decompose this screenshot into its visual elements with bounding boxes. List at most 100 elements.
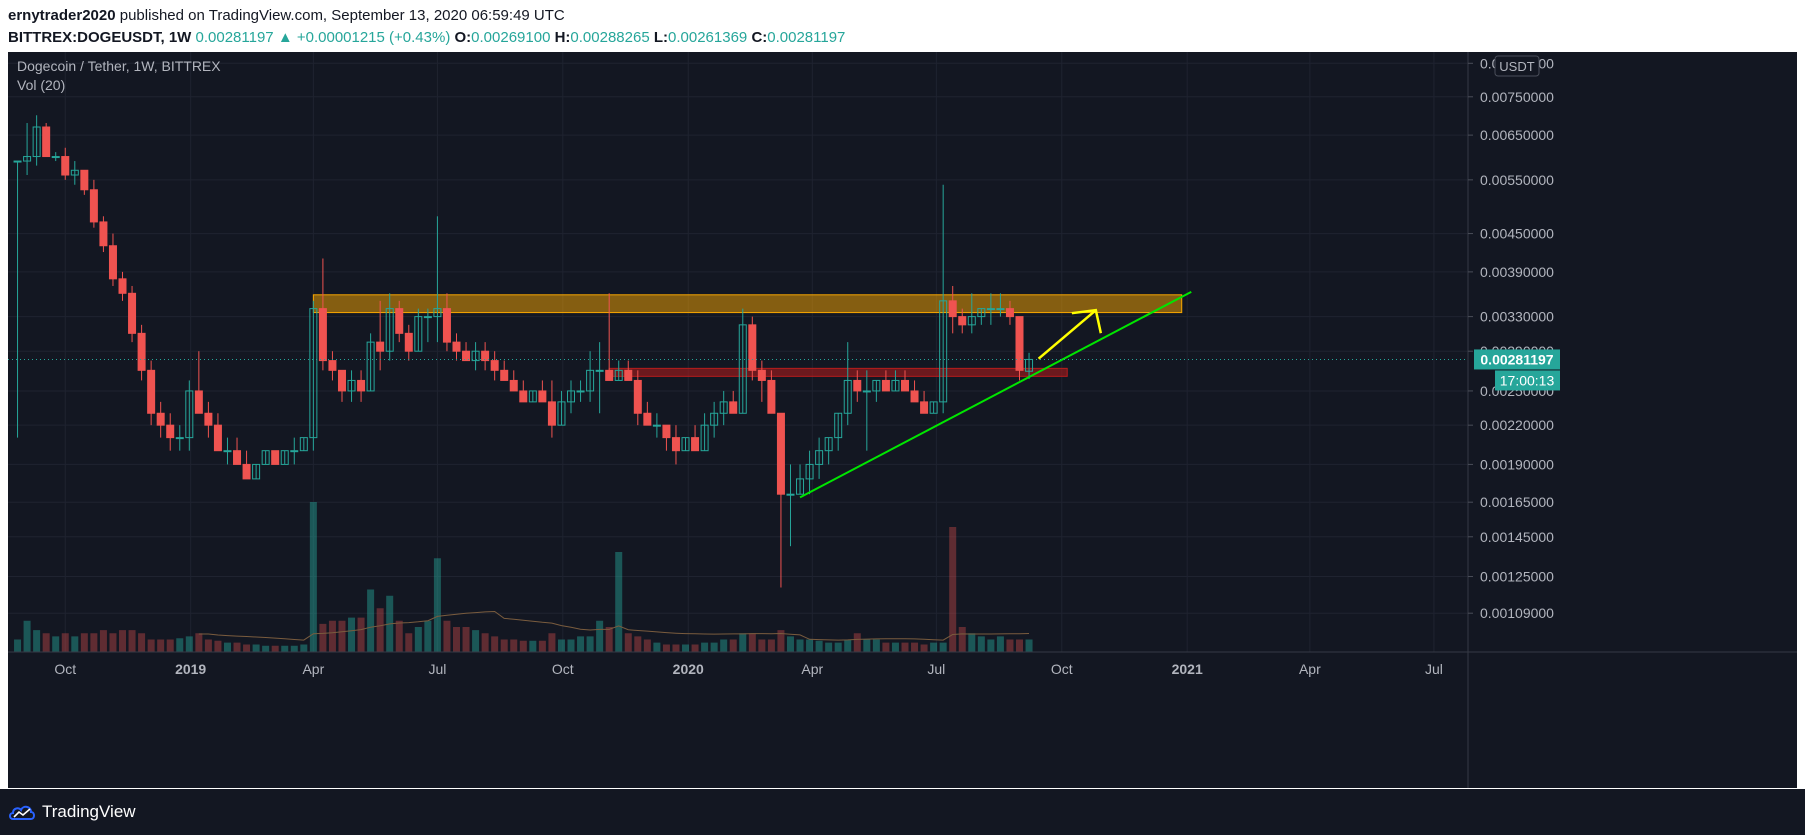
candle-body [137, 332, 146, 371]
volume-bar [777, 630, 785, 652]
volume-bar [920, 644, 928, 652]
price-tick-label: 0.00390000 [1480, 264, 1554, 280]
candle-body [586, 369, 595, 392]
currency-badge[interactable]: USDT [1494, 55, 1540, 77]
publication-header: ernytrader2020 published on TradingView.… [0, 0, 1805, 52]
time-tick-label: Jul [1425, 661, 1443, 677]
price-tick-label: 0.00550000 [1480, 172, 1554, 188]
low-value: 0.00261369 [668, 29, 748, 46]
candle-body [776, 412, 785, 495]
candle-body [738, 324, 747, 414]
time-axis[interactable]: Oct 2019 Apr Jul Oct 2020 Apr Jul Oct 2021 Apr Jul [54, 661, 1443, 677]
candle-body [595, 369, 604, 372]
volume-bar [806, 639, 814, 652]
candle-body [261, 450, 270, 465]
volume-bar [1016, 639, 1024, 652]
tradingview-brand: TradingView [42, 802, 136, 821]
time-tick-label: Oct [1051, 661, 1073, 677]
volume-bar [634, 636, 642, 652]
candle-body [528, 390, 537, 403]
volume-bar [52, 636, 60, 652]
candle-body [42, 126, 51, 158]
candle-body [99, 221, 108, 247]
volume-bar [99, 630, 107, 652]
candle-body [710, 412, 719, 426]
price-axis[interactable]: 0.008500000.007500000.006500000.00550000… [1468, 55, 1554, 621]
volume-bar [815, 640, 823, 652]
volume-bar [710, 642, 718, 652]
candle-body [213, 424, 222, 452]
candle-body [815, 450, 824, 465]
candle-body [223, 450, 232, 453]
low-label: L: [653, 29, 669, 46]
candle-body [404, 332, 413, 352]
candle-body [433, 308, 442, 318]
volume-bar [930, 642, 938, 652]
candle-body [748, 324, 757, 371]
volume-bar [586, 636, 594, 652]
candle-body [108, 245, 117, 280]
arrow-head [1071, 308, 1103, 334]
candle-body [204, 412, 213, 426]
volume-bar [653, 642, 661, 652]
candle-body [452, 341, 461, 352]
candle-body [624, 369, 633, 381]
candle-body [290, 450, 299, 453]
published-info: published on TradingView.com, September … [115, 7, 565, 24]
volume-bar [290, 645, 298, 652]
tradingview-logo[interactable]: TradingView [8, 801, 136, 823]
candle-body [996, 308, 1005, 311]
volume-bar [577, 636, 585, 652]
support-zone [608, 367, 1068, 377]
volume-bar [939, 642, 947, 652]
volume-bar [1006, 639, 1014, 652]
volume-bar [233, 642, 241, 652]
candle-body [242, 463, 251, 480]
open-label: O: [454, 29, 472, 46]
candle-body [156, 412, 165, 426]
time-tick-label: Apr [1299, 661, 1321, 677]
candle-body [376, 341, 385, 352]
candle-body [299, 437, 308, 452]
candle-body [929, 401, 938, 414]
open-value: 0.00269100 [471, 29, 551, 46]
candle-body [519, 390, 528, 403]
candle-body [614, 369, 623, 381]
volume-bar [519, 640, 527, 652]
volume-bar [462, 627, 470, 652]
time-tick-label: Jul [428, 661, 446, 677]
candle-body [958, 316, 967, 326]
volume-bar [33, 630, 41, 652]
volume-bar [452, 627, 460, 652]
symbol-name: BITTREX:DOGEUSDT, 1W [8, 29, 192, 46]
candle-body [328, 360, 337, 371]
last-price-tag: 0.00281197 [1474, 349, 1560, 370]
volume-bar [729, 639, 737, 652]
volume-ma-line [198, 610, 1030, 641]
candle-body [939, 300, 948, 403]
volume-bar [109, 633, 117, 652]
volume-bar [414, 627, 422, 652]
drawing-annotations[interactable] [799, 290, 1192, 499]
candle-body [547, 401, 556, 426]
author-name[interactable]: ernytrader2020 [8, 7, 116, 24]
time-tick-label: Apr [801, 661, 823, 677]
volume-bar [615, 552, 623, 652]
volume-bar [691, 644, 699, 652]
time-tick-label: Jul [927, 661, 945, 677]
candle-body [824, 437, 833, 452]
legend-volume: Vol (20) [17, 77, 65, 93]
candle-body [796, 478, 805, 495]
price-tick-label: 0.00650000 [1480, 127, 1554, 143]
candle-body [681, 437, 690, 452]
candle-body [147, 369, 156, 414]
candle-body [357, 379, 366, 392]
volume-bar [80, 633, 88, 652]
volume-bar [911, 642, 919, 652]
candle-body [671, 437, 680, 452]
price-chart[interactable]: 0.008500000.007500000.006500000.00550000… [8, 52, 1797, 788]
volume-bar [548, 633, 556, 652]
volume-bar [338, 620, 346, 652]
price-tick-label: 0.00165000 [1480, 494, 1554, 510]
candle-body [948, 300, 957, 318]
